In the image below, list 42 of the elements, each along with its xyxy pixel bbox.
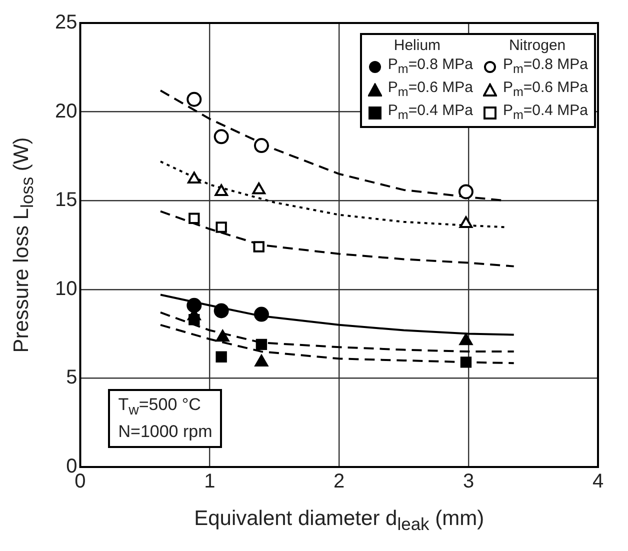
legend-label: P$_{m}$=0.6 MPa <box>388 79 473 101</box>
annotation: Helium <box>392 37 442 55</box>
point <box>254 138 269 154</box>
x-tick-label: 3 <box>463 470 474 493</box>
legend-label: P$_{m}$=0.8 MPa <box>502 56 588 78</box>
point <box>214 129 229 144</box>
y-tick-label: 20 <box>54 100 78 122</box>
y-tick-label: 5 <box>66 366 78 389</box>
line-series <box>160 311 515 353</box>
annotation: T$_{w}$=500 °C <box>118 394 202 420</box>
point <box>214 184 228 196</box>
x-tick-label: 1 <box>204 470 216 493</box>
legend-label: P$_{m}$=0.8 MPa <box>388 56 473 78</box>
point <box>214 303 229 318</box>
point <box>216 330 230 342</box>
legend-label: P$_{m}$=0.6 MPa <box>502 79 588 101</box>
point <box>459 216 473 228</box>
annotation: Nitrogen <box>508 37 567 55</box>
point <box>254 354 268 366</box>
x-tick-label: 2 <box>334 470 345 493</box>
x-tick-label: 4 <box>592 470 604 493</box>
point <box>216 351 227 362</box>
point <box>459 333 473 346</box>
point <box>256 338 268 350</box>
point <box>186 92 202 107</box>
legend-label: P$_{m}$=0.4 MPa <box>388 102 473 124</box>
annotation: N=1000 rpm <box>118 421 212 444</box>
point <box>186 298 202 313</box>
point <box>216 222 227 233</box>
line-series <box>160 210 515 268</box>
point <box>460 356 472 368</box>
y-tick-label: 15 <box>54 189 78 212</box>
x-axis-title: Equivalent diameter d$_{leak}$ (mm) <box>193 507 486 536</box>
point <box>458 184 474 200</box>
point <box>188 212 200 224</box>
y-tick-label: 25 <box>54 12 78 34</box>
point <box>252 182 266 194</box>
point <box>254 306 269 322</box>
point <box>188 172 201 184</box>
legend-label: P$_{m}$=0.4 MPa <box>502 102 588 124</box>
point <box>253 241 264 252</box>
y-tick-label: 10 <box>54 278 78 300</box>
